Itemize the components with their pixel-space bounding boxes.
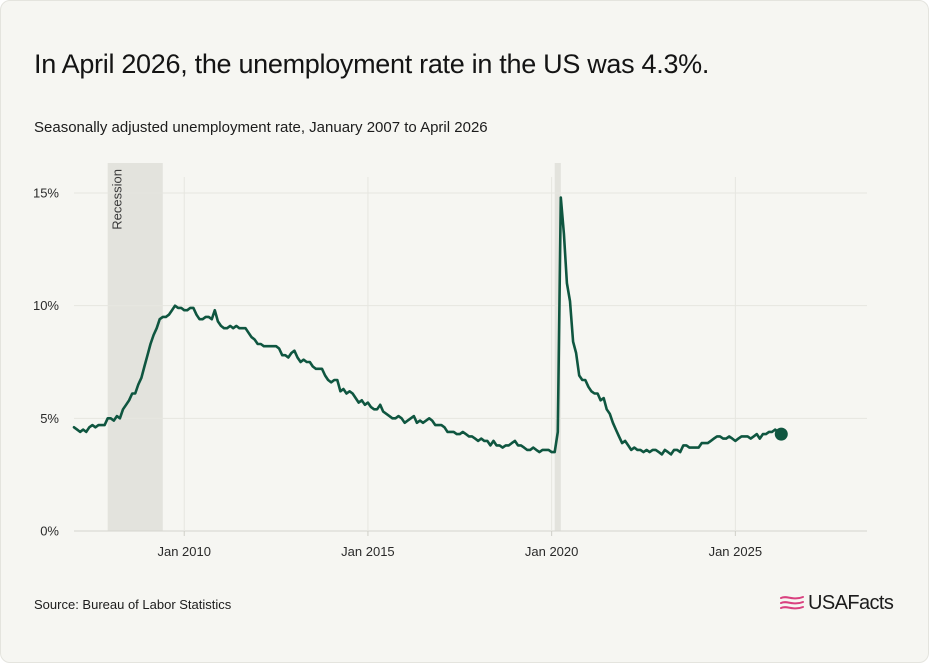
recession-band-1 <box>107 163 163 531</box>
x-tick-label: Jan 2010 <box>157 544 211 559</box>
logo-text: USAFacts <box>808 592 894 614</box>
last-point-marker <box>774 427 788 441</box>
gridlines: 0% 5% 10% 15% <box>33 177 867 539</box>
x-tick-label: Jan 2025 <box>709 544 763 559</box>
x-tick-label: Jan 2020 <box>525 544 579 559</box>
flag-icon <box>780 595 804 609</box>
chart-subtitle: Seasonally adjusted unemployment rate, J… <box>34 119 488 136</box>
x-tick-label: Jan 2015 <box>341 544 395 559</box>
axes: Jan 2010 Jan 2015 Jan 2020 Jan 2025 <box>157 531 762 559</box>
series-layer <box>72 196 788 456</box>
recession-label: Recession <box>110 169 125 230</box>
y-tick-label: 5% <box>40 411 59 426</box>
unemployment-line-chart: Recession 0%5%10%15% Jan 2010 Jan 2015 Jan… <box>33 163 867 559</box>
y-tick-label: 15% <box>33 186 59 201</box>
usafacts-logo: USAFacts <box>779 592 894 615</box>
y-tick-label: 0% <box>40 524 59 539</box>
chart-title: In April 2026, the unemployment rate in … <box>34 49 710 79</box>
series-line-1 <box>72 196 783 456</box>
recession-bands: Recession <box>107 163 561 531</box>
y-tick-label: 10% <box>33 298 59 313</box>
source-note: Source: Bureau of Labor Statistics <box>34 597 232 612</box>
